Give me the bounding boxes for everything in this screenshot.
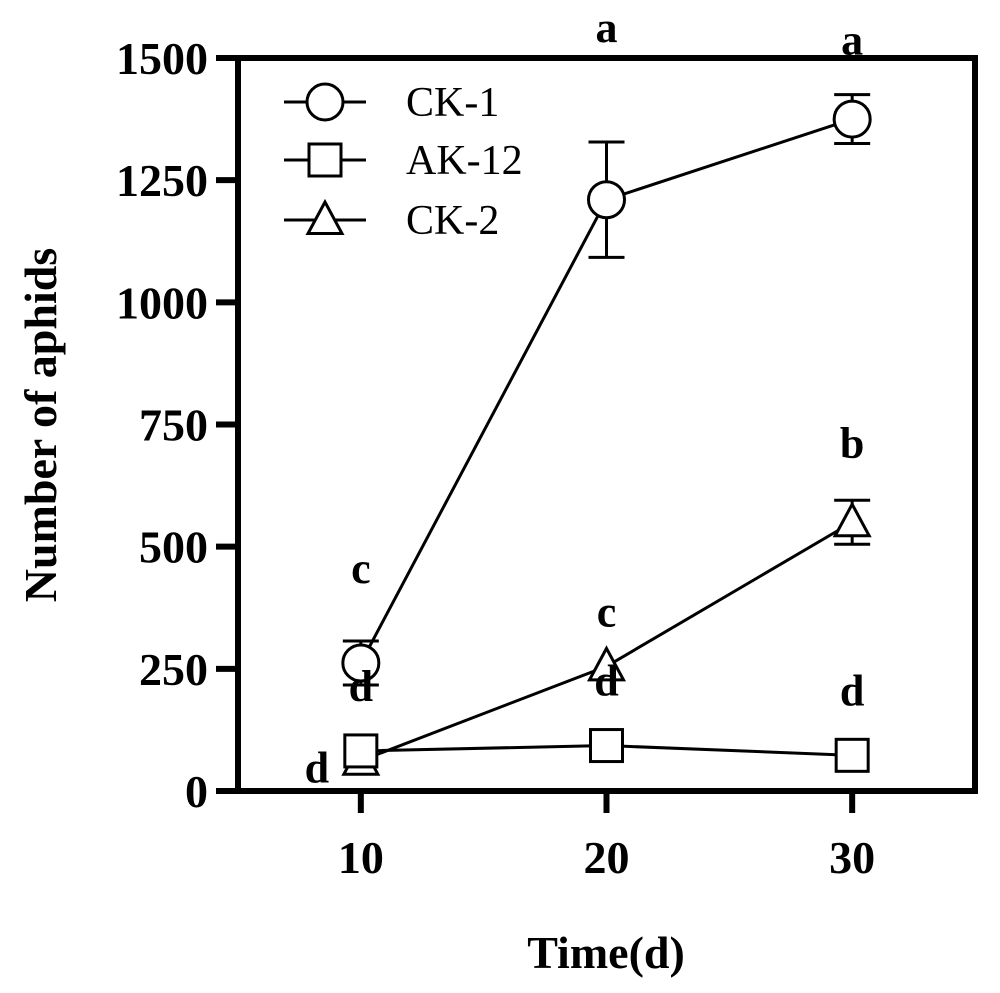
series-line-CK-2 [360,520,853,763]
y-tick-label-3: 750 [139,400,208,451]
series-AK-12 [343,728,870,773]
marker-CK-2-1 [586,645,627,682]
y-tick-label-4: 1000 [116,277,208,328]
legend-marker-AK-12 [307,142,343,178]
x-axis-title: Time(d) [527,927,685,978]
y-tick-label-0: 0 [185,766,208,817]
x-tick-label-1: 20 [584,832,630,883]
legend-label-CK-1: CK-1 [406,80,499,126]
y-tick-label-6: 1500 [116,33,208,84]
legend-item-CK-1: CK-1 [284,80,499,126]
marker-CK-2-2 [832,501,872,538]
sig-label-AK-12-2: d [840,666,864,715]
y-axis-title: Number of aphids [15,248,66,602]
legend-item-AK-12: AK-12 [284,138,523,184]
marker-AK-12-0 [343,733,379,769]
marker-CK-1-1 [587,180,626,220]
y-axis: 0 250 500 750 1000 1250 1500 [116,33,238,817]
x-axis: 10 20 30 [338,791,875,883]
legend-marker-CK-1 [305,82,345,122]
sig-label-CK-2-1: c [597,587,617,636]
x-tick-label-2: 30 [829,832,875,883]
marker-AK-12-1 [589,728,624,764]
series-CK-2 [341,498,872,776]
sig-label-AK-12-0: d [349,662,373,711]
sig-label-CK-2-0: d [305,744,329,793]
y-tick-label-2: 500 [139,522,208,573]
marker-AK-12-2 [834,737,870,773]
legend-marker-CK-2 [305,198,345,235]
sig-label-CK-1-0: c [351,544,371,593]
series-layer [341,93,872,776]
sig-label-CK-2-2: b [840,419,864,468]
marker-CK-1-2 [832,99,872,139]
marker-CK-1-0 [341,643,381,683]
legend-label-AK-12: AK-12 [406,138,523,184]
legend-label-CK-2: CK-2 [406,198,499,244]
legend: CK-1 AK-12 CK-2 [284,80,523,244]
sig-label-CK-1-1: a [596,3,618,52]
series-CK-1 [341,93,872,687]
sig-label-AK-12-1: d [594,657,618,706]
y-tick-label-5: 1250 [116,155,208,206]
legend-item-CK-2: CK-2 [284,198,499,244]
y-tick-label-1: 250 [139,644,208,695]
sig-label-CK-1-2: a [841,16,863,65]
x-tick-label-0: 10 [338,832,384,883]
